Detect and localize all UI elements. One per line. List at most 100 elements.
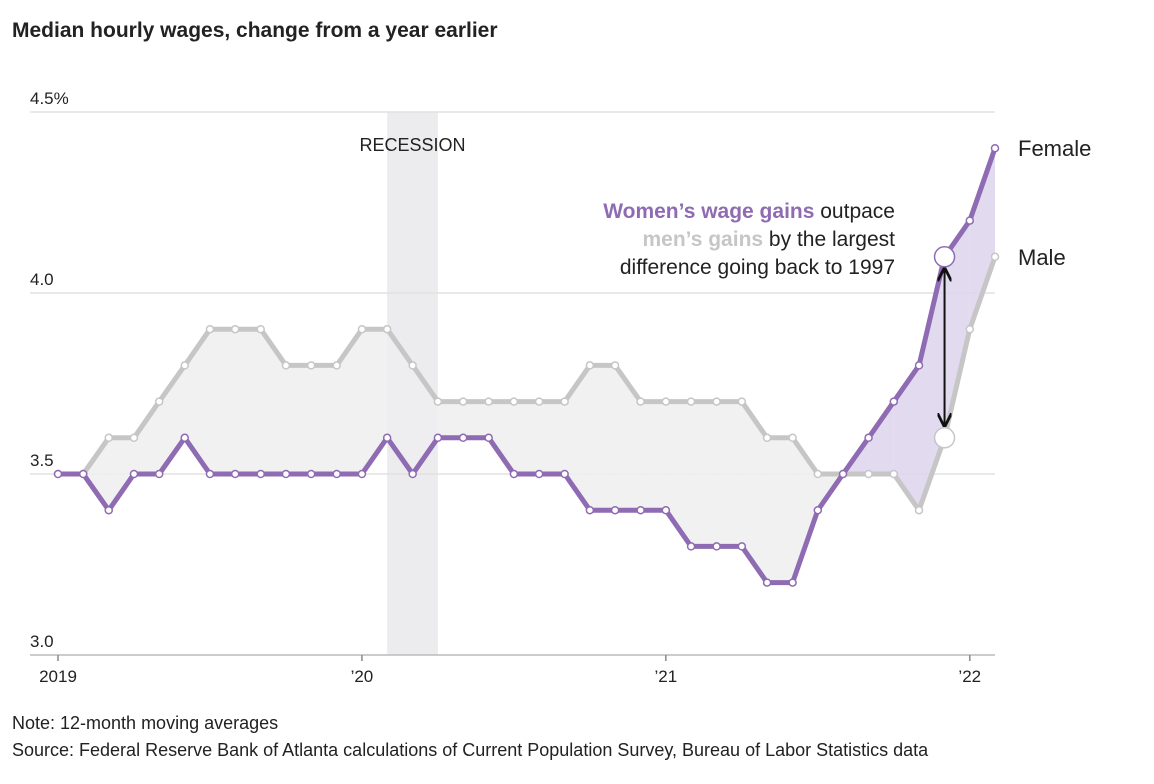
point xyxy=(636,505,645,515)
point xyxy=(737,542,747,551)
point xyxy=(813,505,823,515)
gap-fill xyxy=(868,401,894,474)
gap-fill xyxy=(184,329,210,474)
annotation-text: by the largest xyxy=(763,228,895,251)
gap-fill xyxy=(285,365,312,474)
x-tick-label: ’21 xyxy=(655,667,678,686)
annotation-highlight: men’s gains xyxy=(642,228,763,251)
gap-fill xyxy=(336,329,362,474)
point xyxy=(534,397,544,406)
annotation-text: outpace xyxy=(814,200,895,223)
point xyxy=(990,252,1000,262)
point xyxy=(864,433,873,443)
point xyxy=(636,397,645,406)
gap-fill xyxy=(488,401,514,474)
point xyxy=(838,469,848,479)
y-tick-label: 3.5 xyxy=(30,451,54,470)
gap-fill xyxy=(767,437,793,583)
point xyxy=(610,505,620,515)
point xyxy=(610,361,620,370)
gap-fill xyxy=(133,401,160,474)
point xyxy=(686,397,696,406)
point xyxy=(509,469,519,479)
point xyxy=(914,505,924,515)
series-label: Female xyxy=(1018,136,1091,161)
point xyxy=(458,433,468,443)
point xyxy=(737,397,747,406)
point xyxy=(585,361,595,370)
point xyxy=(205,469,215,479)
point xyxy=(408,469,417,479)
point xyxy=(686,542,696,551)
gap-fill xyxy=(589,365,616,511)
point xyxy=(78,469,88,479)
gap-fill xyxy=(209,329,236,474)
gap-fill xyxy=(463,401,489,438)
point xyxy=(281,469,291,479)
gap-fill xyxy=(893,365,920,511)
point xyxy=(230,469,240,479)
point xyxy=(864,469,873,479)
point xyxy=(661,397,671,406)
point xyxy=(484,433,493,443)
point xyxy=(129,469,139,479)
annotation-line: difference going back to 1997 xyxy=(620,256,895,279)
gap-fill xyxy=(387,329,413,474)
point xyxy=(712,542,721,551)
chart-title: Median hourly wages, change from a year … xyxy=(12,19,498,42)
point xyxy=(256,469,265,479)
note: Note: 12-month moving averages xyxy=(12,713,278,733)
point xyxy=(332,361,341,370)
x-tick-label: ’22 xyxy=(958,667,981,686)
point xyxy=(965,216,975,225)
gap-fill xyxy=(539,401,565,474)
gap-fill xyxy=(159,365,185,474)
gap-fill xyxy=(691,401,717,547)
point xyxy=(585,505,595,515)
annotation-line: Women’s wage gains outpace xyxy=(603,200,895,223)
point xyxy=(889,397,899,406)
gap-fill xyxy=(615,365,641,511)
point xyxy=(990,143,1000,153)
point xyxy=(458,397,468,406)
point xyxy=(534,469,544,479)
annotation-highlight: Women’s wage gains xyxy=(603,200,814,223)
point xyxy=(357,324,367,334)
gap-fill xyxy=(235,329,261,474)
point xyxy=(788,578,797,587)
point xyxy=(560,469,569,479)
gap-fill xyxy=(361,329,388,474)
source: Source: Federal Reserve Bank of Atlanta … xyxy=(12,740,929,760)
point xyxy=(104,433,114,443)
point xyxy=(661,505,671,515)
point xyxy=(382,433,392,443)
point xyxy=(509,397,519,406)
point xyxy=(205,324,215,334)
y-tick-label: 4.5% xyxy=(30,89,69,108)
point xyxy=(180,361,189,370)
point xyxy=(965,324,975,334)
point xyxy=(560,397,569,406)
point xyxy=(256,324,265,334)
point xyxy=(408,361,417,370)
point xyxy=(433,397,443,406)
point xyxy=(762,578,772,587)
series-label: Male xyxy=(1018,245,1066,270)
point xyxy=(712,397,721,406)
gap-fill xyxy=(311,365,337,474)
gap-fill xyxy=(513,401,540,474)
point xyxy=(762,433,772,443)
gap-fill xyxy=(640,401,666,511)
annotation-line: men’s gains by the largest xyxy=(642,228,895,251)
point xyxy=(889,469,899,479)
point xyxy=(180,433,189,443)
point xyxy=(129,433,139,443)
point xyxy=(230,324,240,334)
recession-label: RECESSION xyxy=(360,135,466,155)
point xyxy=(53,469,63,479)
gap-fill xyxy=(716,401,742,547)
point xyxy=(382,324,392,334)
point xyxy=(154,469,164,479)
y-tick-label: 3.0 xyxy=(30,632,54,651)
